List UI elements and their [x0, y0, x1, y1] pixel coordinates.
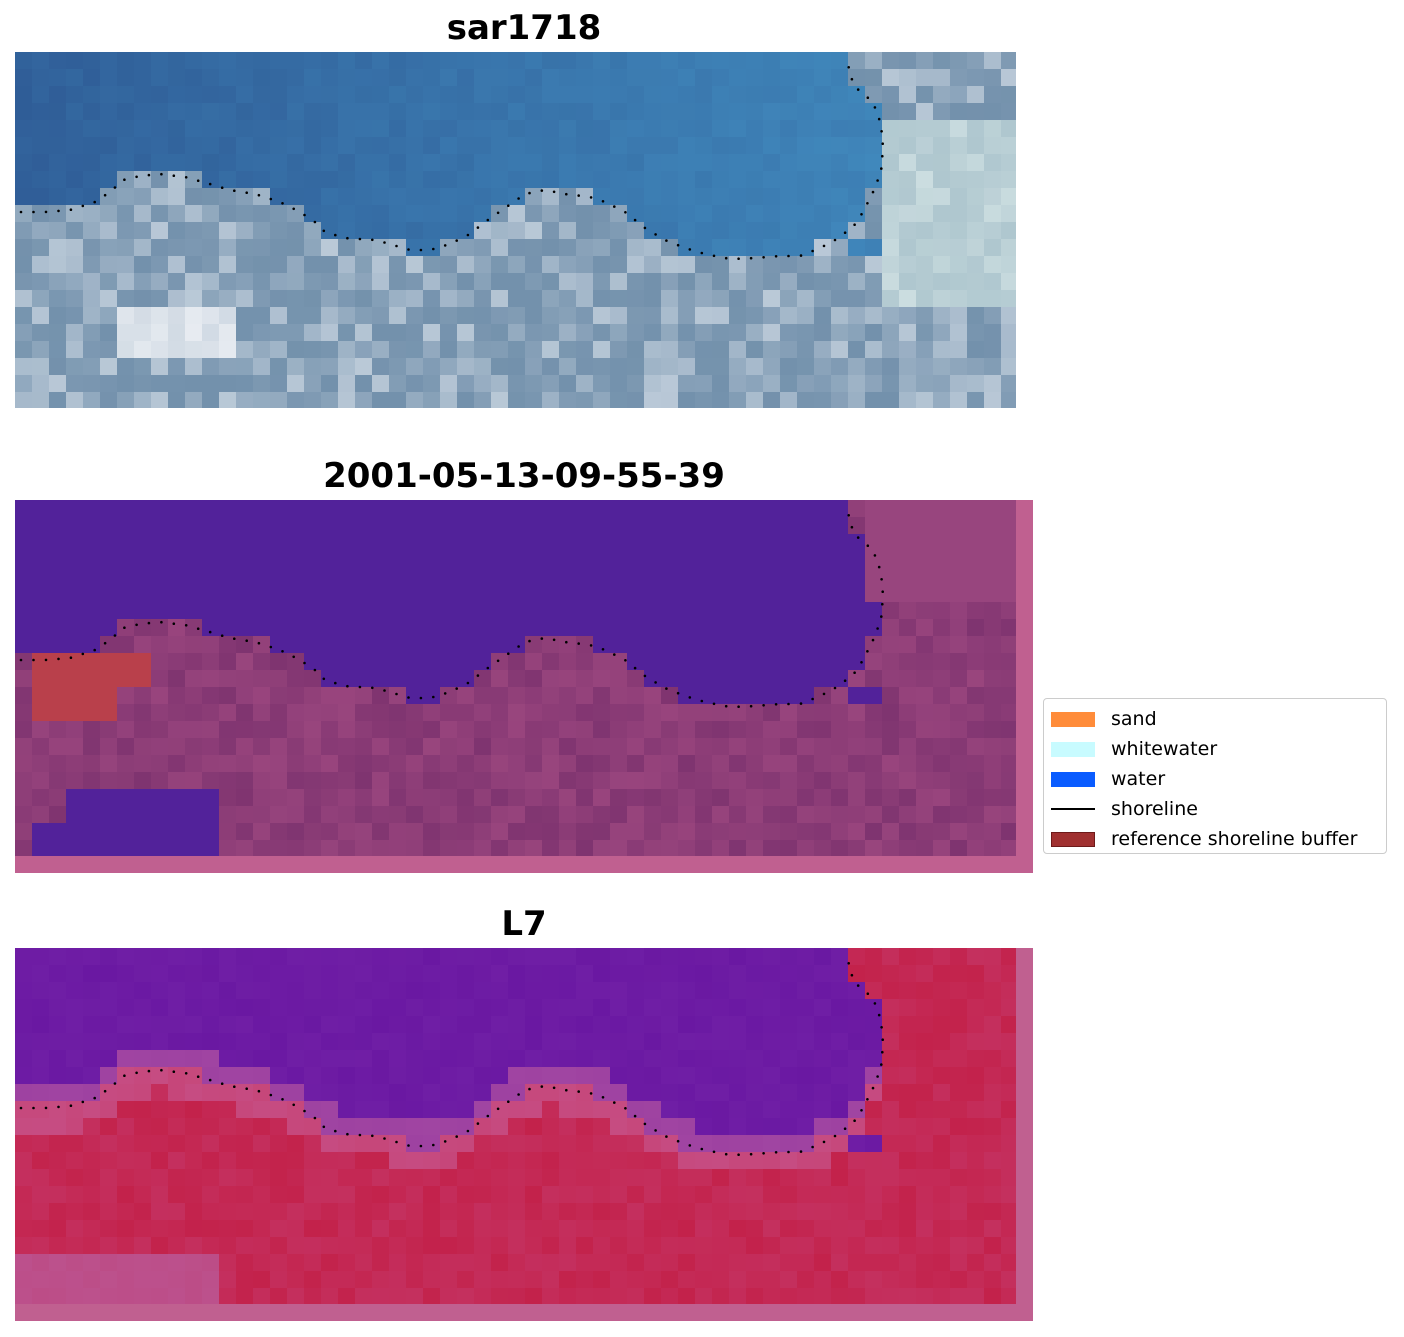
legend-item-water: water	[1051, 763, 1383, 793]
rgb-image	[15, 52, 1016, 408]
legend-label-water: water	[1111, 768, 1166, 790]
index-image	[15, 948, 1016, 1304]
legend-label-whitewater: whitewater	[1111, 738, 1218, 760]
legend-label-shoreline: shoreline	[1111, 798, 1198, 820]
legend-item-whitewater: whitewater	[1051, 733, 1383, 763]
classified-image	[15, 500, 1016, 856]
shoreline-dots	[19, 962, 884, 1156]
legend-label-reference-buffer: reference shoreline buffer	[1111, 828, 1358, 850]
legend-item-sand: sand	[1051, 703, 1383, 733]
classified-image-panel	[15, 500, 1033, 873]
shoreline-line-swatch	[1051, 808, 1095, 810]
water-swatch	[1051, 772, 1095, 787]
panel-title-index: L7	[501, 904, 547, 944]
shoreline-dots	[19, 514, 884, 708]
image-pixels	[15, 948, 1016, 1304]
image-pixels	[15, 500, 1016, 856]
sand-swatch	[1051, 712, 1095, 727]
legend: sand whitewater water shoreline referenc…	[1043, 698, 1387, 854]
index-image-panel	[15, 948, 1033, 1321]
panel-title-classified: 2001-05-13-09-55-39	[323, 456, 725, 496]
panel-title-rgb: sar1718	[446, 8, 602, 48]
rgb-image-panel	[15, 52, 1033, 425]
whitewater-swatch	[1051, 742, 1095, 757]
image-pixels	[15, 52, 1016, 408]
reference-buffer-swatch	[1051, 832, 1095, 847]
legend-item-shoreline: shoreline	[1051, 793, 1383, 823]
legend-label-sand: sand	[1111, 708, 1157, 730]
shoreline-dots	[19, 66, 884, 260]
legend-item-reference-buffer: reference shoreline buffer	[1051, 823, 1383, 853]
